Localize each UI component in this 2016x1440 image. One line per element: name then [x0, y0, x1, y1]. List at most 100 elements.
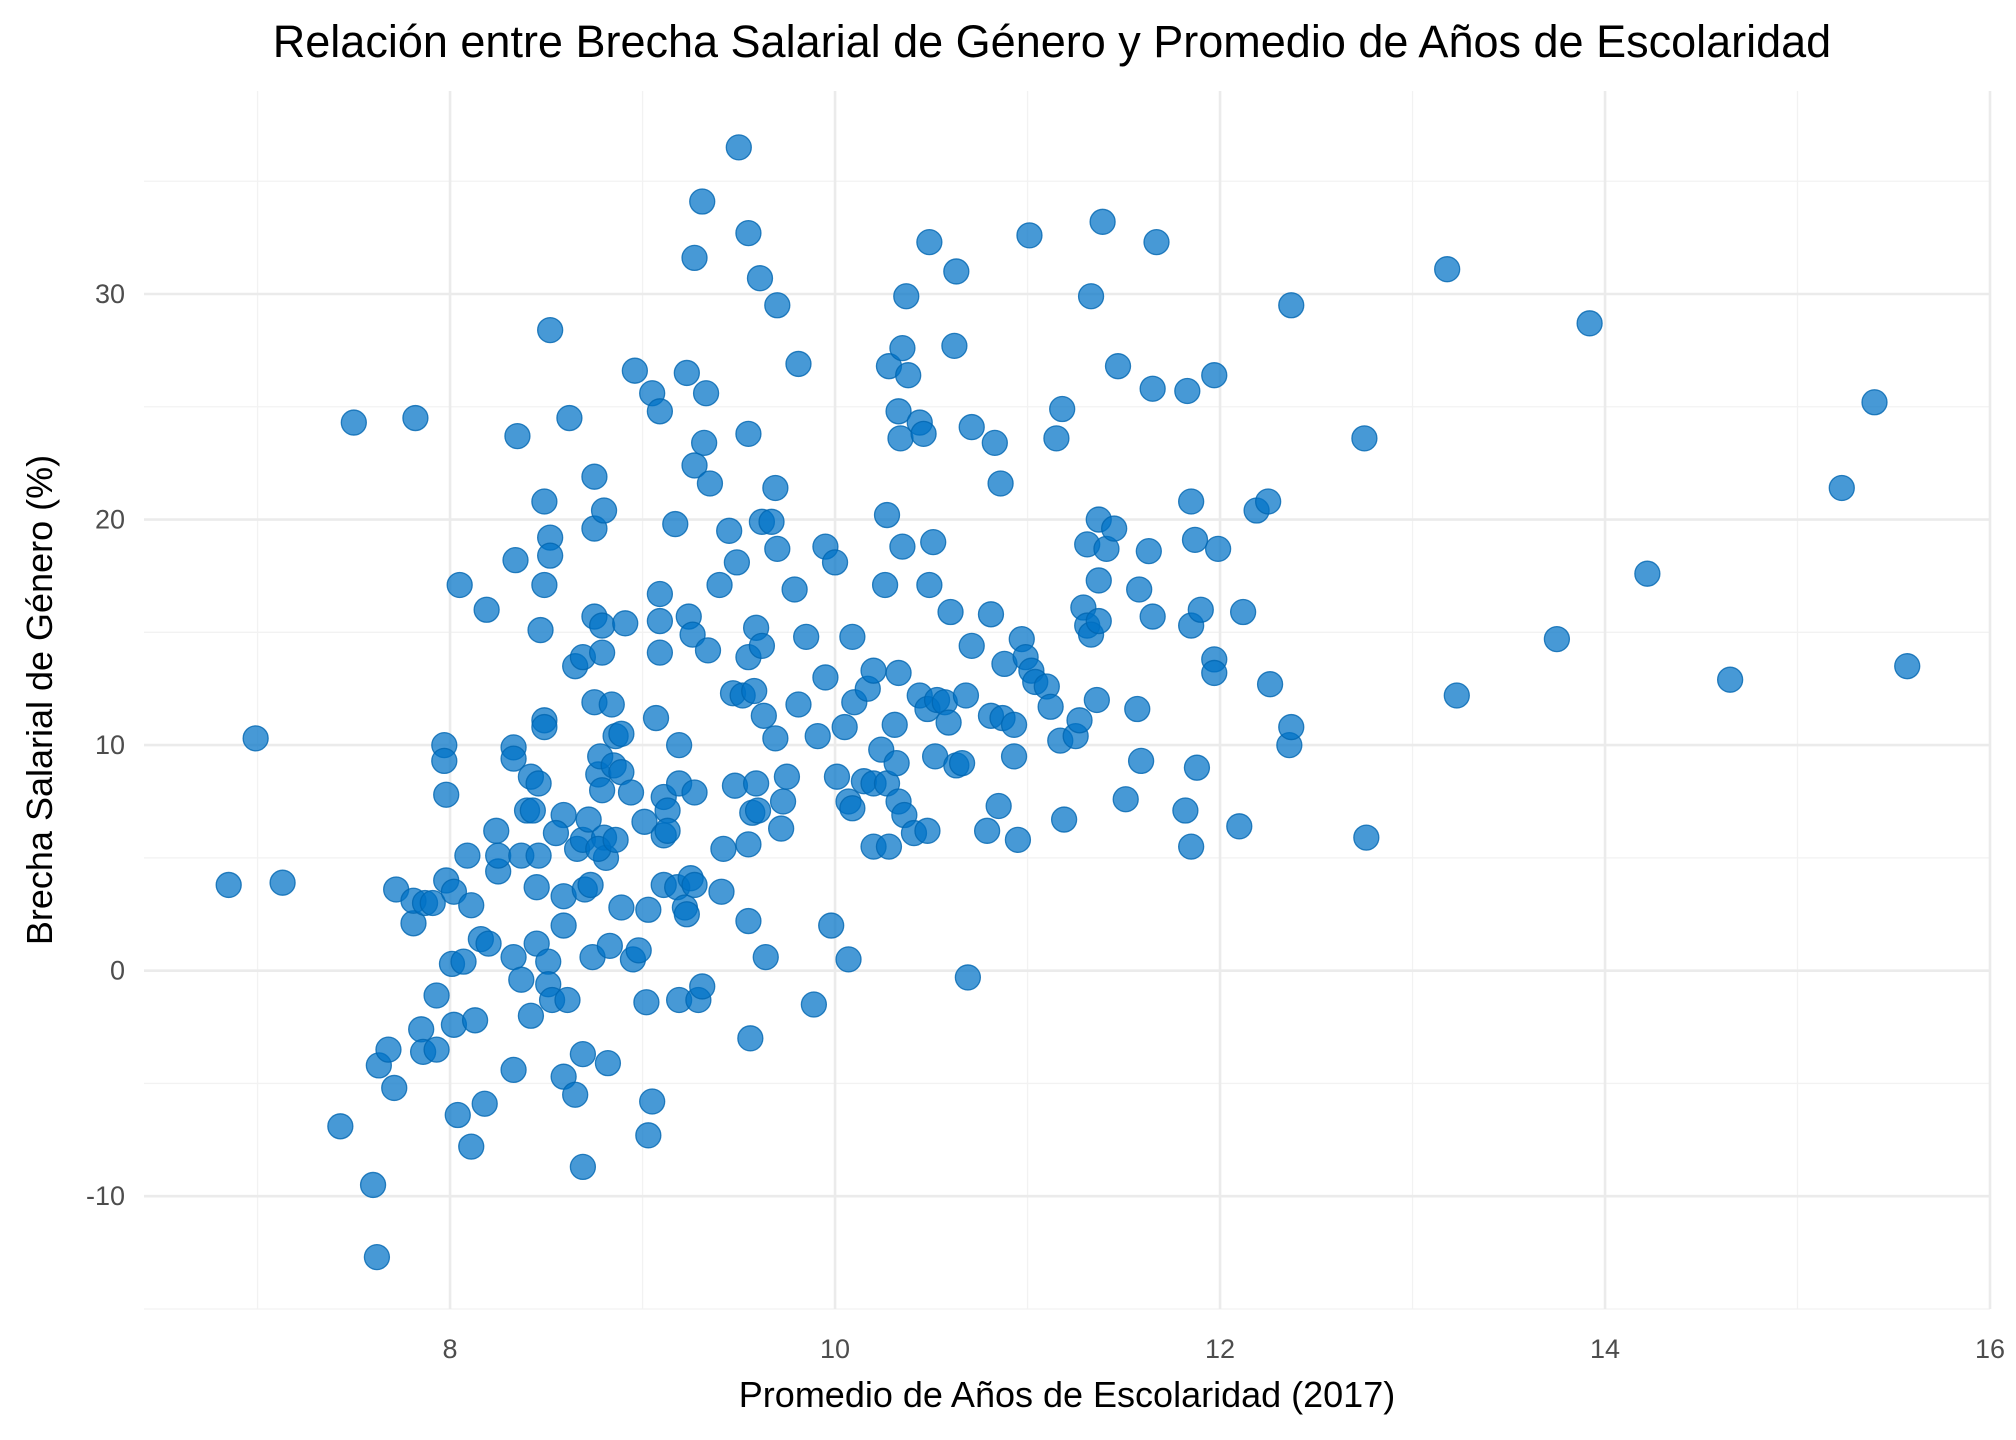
data-point	[1139, 603, 1166, 630]
data-point	[692, 380, 720, 407]
data-point	[646, 639, 674, 666]
data-point	[746, 265, 774, 292]
data-point	[359, 1171, 387, 1199]
data-point	[893, 283, 920, 310]
data-point	[752, 943, 779, 971]
data-point	[527, 616, 554, 644]
data-point	[762, 725, 789, 752]
data-point	[1201, 362, 1228, 389]
x-tick-label: 16	[1975, 1334, 2005, 1364]
data-point	[696, 470, 724, 497]
x-tick-label: 10	[820, 1334, 850, 1364]
data-point	[823, 763, 851, 790]
data-point	[889, 533, 916, 560]
data-point	[1101, 515, 1128, 542]
data-point	[985, 792, 1012, 820]
data-point	[1037, 693, 1064, 720]
data-point	[1139, 375, 1166, 402]
data-point	[542, 819, 570, 847]
data-point	[679, 621, 706, 648]
data-point	[1634, 560, 1661, 587]
data-point	[633, 989, 660, 1016]
data-point	[744, 797, 772, 824]
data-point	[617, 779, 645, 806]
data-point	[800, 991, 828, 1018]
data-point	[767, 815, 795, 842]
data-point	[569, 1153, 597, 1181]
data-point	[737, 1025, 764, 1052]
data-point	[554, 986, 581, 1014]
data-point	[363, 1243, 391, 1271]
data-point	[773, 763, 801, 790]
data-point	[1135, 537, 1162, 565]
x-axis-ticks: 8 10 12 14 16	[443, 1334, 2005, 1364]
data-point	[458, 1133, 485, 1160]
chart-title: Relación entre Brecha Salarial de Género…	[273, 16, 1831, 67]
data-point	[423, 1036, 450, 1063]
y-tick-label: 20	[95, 505, 125, 535]
data-point	[735, 420, 762, 447]
data-point	[958, 632, 985, 660]
data-point	[1085, 607, 1112, 635]
data-point	[1256, 671, 1284, 698]
data-point	[839, 623, 866, 650]
data-point	[537, 542, 564, 569]
data-point	[646, 580, 674, 608]
data-point	[454, 842, 481, 869]
data-point	[517, 1002, 545, 1029]
data-point	[602, 826, 629, 853]
data-point	[590, 497, 618, 524]
data-point	[835, 946, 862, 973]
data-point	[1112, 786, 1139, 813]
data-point	[537, 316, 564, 344]
data-point	[1204, 535, 1232, 563]
data-point	[937, 598, 964, 626]
data-point	[577, 871, 604, 899]
data-point	[973, 817, 1001, 844]
data-point	[769, 788, 797, 815]
data-point	[665, 731, 693, 759]
data-point	[1174, 377, 1201, 405]
data-point	[1050, 806, 1078, 833]
data-point	[662, 510, 689, 538]
data-point	[741, 677, 768, 705]
data-point	[433, 781, 460, 808]
data-point	[419, 889, 446, 917]
data-point	[742, 770, 770, 797]
data-point	[723, 549, 751, 576]
y-tick-label: 10	[95, 730, 125, 760]
data-point	[646, 398, 674, 425]
data-point	[475, 930, 502, 957]
data-point	[916, 228, 943, 256]
data-point	[588, 612, 616, 639]
grid	[144, 91, 1992, 1310]
data-point	[673, 359, 700, 387]
data-point	[523, 874, 550, 901]
data-point	[758, 508, 785, 535]
data-point	[681, 779, 708, 806]
data-point	[860, 657, 887, 684]
data-point	[889, 334, 916, 362]
data-point	[458, 892, 485, 919]
data-point	[1066, 707, 1093, 734]
data-point	[1178, 833, 1205, 860]
data-point	[525, 770, 552, 797]
x-tick-label: 14	[1590, 1334, 1620, 1364]
data-point	[1229, 598, 1257, 626]
data-point	[654, 817, 681, 844]
data-point	[1278, 292, 1305, 319]
data-point	[708, 878, 735, 905]
data-point	[914, 817, 941, 844]
data-point	[735, 907, 762, 935]
data-point	[581, 463, 608, 490]
data-point	[818, 912, 845, 939]
data-point	[1576, 310, 1603, 337]
data-point	[673, 901, 700, 928]
data-point	[1104, 353, 1132, 380]
data-point	[1894, 653, 1921, 680]
data-point	[535, 948, 562, 975]
data-point	[1085, 567, 1112, 594]
data-point	[483, 817, 510, 844]
data-point	[1043, 425, 1070, 452]
data-point	[1124, 695, 1151, 723]
